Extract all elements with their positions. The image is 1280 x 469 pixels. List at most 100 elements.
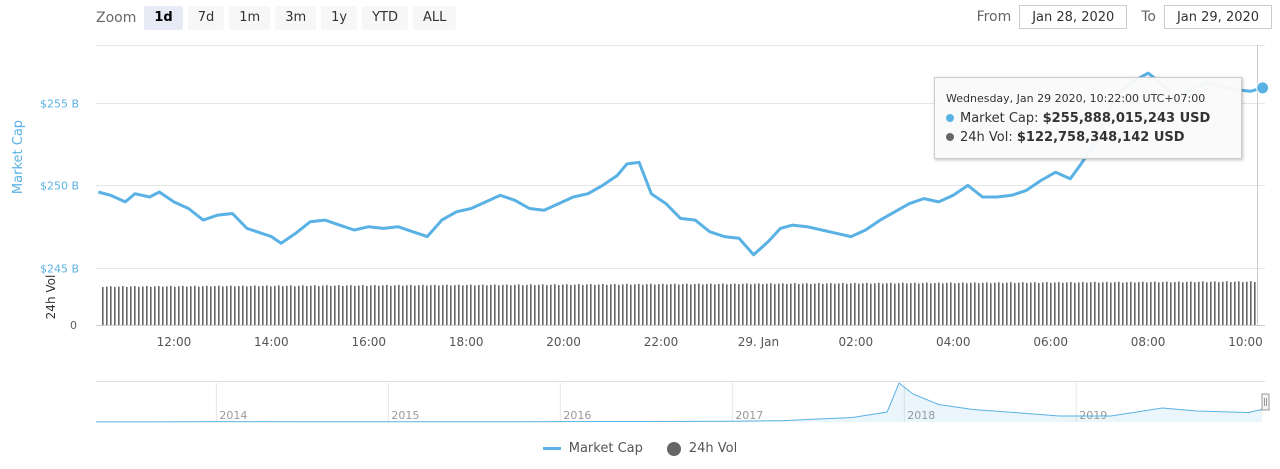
line-icon (542, 447, 561, 450)
legend-item-market-cap[interactable]: Market Cap (542, 441, 643, 456)
volume-bar (318, 286, 320, 325)
volume-bar (334, 285, 336, 325)
zoom-button-1d[interactable]: 1d (144, 6, 183, 30)
volume-bar (1054, 282, 1056, 325)
volume-bar (230, 285, 232, 325)
volume-bar (466, 285, 468, 325)
volume-bar (1214, 281, 1216, 325)
volume-bar (382, 285, 384, 325)
volume-bar (650, 283, 652, 325)
volume-bar (774, 284, 776, 325)
volume-bar (750, 284, 752, 325)
volume-bar (902, 282, 904, 325)
volume-bar (146, 286, 148, 325)
volume-bar (786, 284, 788, 325)
volume-bar (350, 285, 352, 325)
volume-bar (202, 286, 204, 325)
volume-bar (658, 284, 660, 325)
volume-bar (766, 283, 768, 325)
volume-bar (794, 283, 796, 325)
volume-bar (362, 285, 364, 325)
volume-bar (1078, 282, 1080, 325)
x-tick-label: 18:00 (449, 335, 484, 349)
volume-bar (798, 284, 800, 325)
hover-point[interactable] (1256, 81, 1270, 95)
volume-bar (694, 284, 696, 325)
zoom-button-7d[interactable]: 7d (187, 6, 225, 30)
volume-bar (1090, 282, 1092, 325)
volume-bar (398, 284, 400, 325)
volume-bar (1062, 282, 1064, 325)
tooltip-market-cap-value: $255,888,015,243 USD (1042, 111, 1211, 126)
volume-bar (654, 284, 656, 325)
volume-bar (710, 283, 712, 325)
volume-bar (338, 285, 340, 325)
volume-bar (526, 284, 528, 325)
from-date-input[interactable] (1019, 5, 1128, 29)
volume-bar (1066, 282, 1068, 325)
volume-bar (838, 283, 840, 325)
volume-bar (1030, 282, 1032, 325)
volume-bar (862, 283, 864, 325)
volume-bar (194, 285, 196, 325)
volume-bar (982, 282, 984, 325)
volume-bar (598, 284, 600, 325)
y-tick-label: $250 B (40, 180, 79, 193)
volume-bar (170, 285, 172, 325)
zoom-selector: Zoom 1d 7d 1m 3m 1y YTD ALL (96, 5, 461, 31)
x-tick-label: 22:00 (644, 335, 679, 349)
volume-bar (698, 283, 700, 325)
zoom-button-all[interactable]: ALL (413, 6, 457, 30)
volume-bar (182, 285, 184, 325)
x-tick-label: 29. Jan (738, 335, 779, 349)
volume-bar (514, 284, 516, 325)
volume-bar (1022, 282, 1024, 325)
volume-bar (370, 285, 372, 325)
volume-bar (274, 285, 276, 325)
volume-bar (1046, 282, 1048, 325)
volume-bar (166, 286, 168, 325)
to-date-input[interactable] (1164, 5, 1272, 29)
volume-bar (106, 286, 108, 325)
zoom-button-1y[interactable]: 1y (321, 6, 358, 30)
navigator-handle[interactable] (1261, 393, 1270, 411)
volume-bar (326, 285, 328, 325)
volume-bar (622, 284, 624, 325)
volume-bar (218, 285, 220, 325)
volume-bar (506, 284, 508, 325)
volume-bar (558, 285, 560, 325)
navigator-tick-label: 2018 (907, 409, 935, 422)
volume-bar (554, 284, 556, 325)
volume-bar (718, 283, 720, 325)
volume-bar (330, 286, 332, 325)
volume-bar (1042, 282, 1044, 325)
volume-bar (778, 283, 780, 325)
zoom-button-1m[interactable]: 1m (229, 6, 271, 30)
volume-bar (1102, 282, 1104, 325)
volume-bar (1098, 282, 1100, 325)
volume-bar (426, 285, 428, 325)
volume-bar (158, 286, 160, 325)
legend-item-volume[interactable]: 24h Vol (666, 441, 737, 456)
volume-bar (310, 285, 312, 325)
volume-bar (1150, 282, 1152, 325)
volume-bar (646, 284, 648, 325)
x-tick-label: 14:00 (254, 335, 289, 349)
volume-bar (1178, 281, 1180, 325)
volume-bar (138, 286, 140, 325)
zoom-button-3m[interactable]: 3m (275, 6, 317, 30)
volume-bar (346, 285, 348, 325)
tooltip-date: Wednesday, Jan 29 2020, 10:22:00 UTC+07:… (946, 92, 1206, 105)
volume-bar (462, 285, 464, 325)
volume-bar (1142, 281, 1144, 325)
volume-bar (714, 284, 716, 325)
legend: Market Cap 24h Vol (0, 441, 1280, 456)
x-tick-label: 06:00 (1033, 335, 1068, 349)
volume-bar (1114, 282, 1116, 325)
to-label: To (1141, 9, 1156, 25)
navigator[interactable]: 201420152016201720182019 (96, 381, 1270, 423)
volume-bar (1018, 282, 1020, 325)
volume-bar (1118, 281, 1120, 325)
zoom-button-ytd[interactable]: YTD (362, 6, 408, 30)
tooltip-volume-value: $122,758,348,142 USD (1016, 130, 1185, 145)
